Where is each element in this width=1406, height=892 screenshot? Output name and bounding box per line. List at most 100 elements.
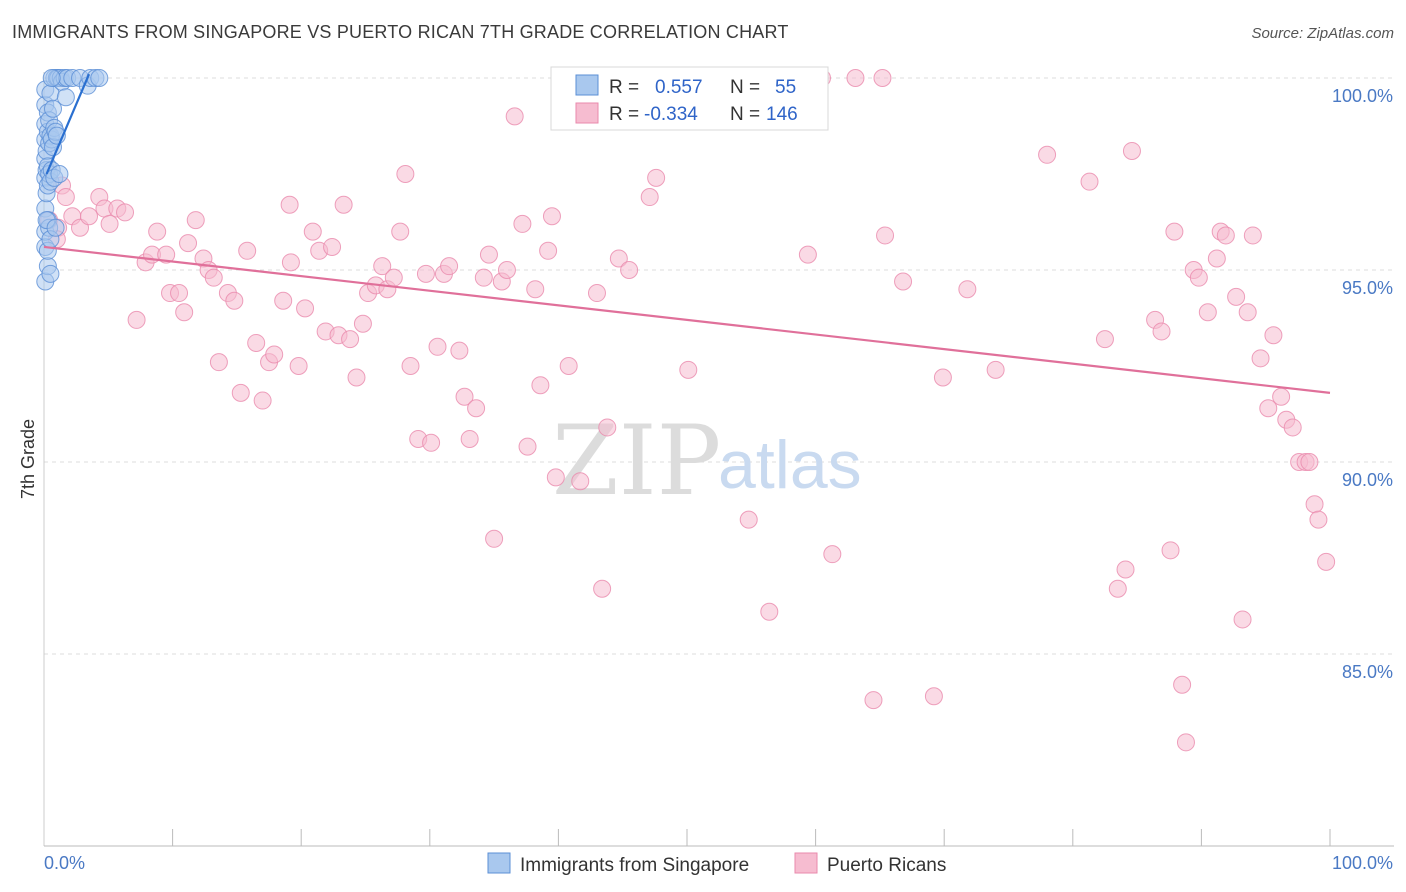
point-puerto-ricans xyxy=(1300,453,1319,471)
point-puerto-ricans xyxy=(986,360,1005,379)
point-puerto-ricans xyxy=(1238,303,1257,322)
legend-stats-box: R = 0.557 N = 55 R = -0.334 N = 146 xyxy=(550,66,829,131)
point-puerto-ricans xyxy=(571,472,590,491)
point-puerto-ricans xyxy=(798,245,817,264)
point-singapore xyxy=(41,264,60,283)
point-puerto-ricans xyxy=(518,437,537,456)
point-puerto-ricans xyxy=(679,360,698,379)
point-puerto-ricans xyxy=(1122,141,1141,160)
point-puerto-ricans xyxy=(1198,303,1217,322)
point-puerto-ricans xyxy=(1176,733,1195,752)
point-puerto-ricans xyxy=(823,545,842,564)
point-puerto-ricans xyxy=(100,214,119,233)
legend-n-label-2: N = xyxy=(730,104,760,125)
chart-title: IMMIGRANTS FROM SINGAPORE VS PUERTO RICA… xyxy=(12,22,789,42)
point-puerto-ricans xyxy=(303,222,322,241)
legend-swatch-puerto-ricans xyxy=(575,102,599,124)
x-tick-label-min: 0.0% xyxy=(44,853,85,873)
point-puerto-ricans xyxy=(760,602,779,621)
trend-line-singapore xyxy=(45,73,91,175)
y-axis-title: 7th Grade xyxy=(18,419,38,499)
point-singapore xyxy=(46,218,65,237)
point-puerto-ricans xyxy=(474,268,493,287)
point-puerto-ricans xyxy=(1152,322,1171,341)
point-puerto-ricans xyxy=(455,387,474,406)
point-puerto-ricans xyxy=(341,330,360,349)
point-singapore xyxy=(56,88,75,107)
legend-r-value-2: -0.334 xyxy=(644,104,698,125)
point-puerto-ricans xyxy=(247,333,266,352)
point-puerto-ricans xyxy=(924,687,943,706)
point-puerto-ricans xyxy=(1259,399,1278,418)
bottom-legend-label-puerto-ricans: Puerto Ricans xyxy=(827,855,946,876)
point-puerto-ricans xyxy=(460,429,479,448)
y-tick-label: 95.0% xyxy=(1342,278,1393,298)
point-puerto-ricans xyxy=(609,249,628,268)
point-puerto-ricans xyxy=(1095,330,1114,349)
point-puerto-ricans xyxy=(1283,418,1302,437)
point-puerto-ricans xyxy=(467,399,486,418)
point-puerto-ricans xyxy=(485,529,504,548)
point-puerto-ricans xyxy=(56,188,75,207)
x-axis-ticks xyxy=(172,829,1331,846)
point-puerto-ricans xyxy=(80,207,99,226)
legend-r-value-1: 0.557 xyxy=(655,77,703,98)
point-puerto-ricans xyxy=(281,253,300,272)
point-puerto-ricans xyxy=(873,69,892,87)
point-puerto-ricans xyxy=(958,280,977,299)
point-puerto-ricans xyxy=(353,314,372,333)
point-puerto-ricans xyxy=(739,510,758,529)
point-puerto-ricans xyxy=(373,257,392,276)
point-puerto-ricans xyxy=(289,357,308,375)
point-puerto-ricans xyxy=(334,195,353,214)
x-tick-label-max: 100.0% xyxy=(1332,853,1393,873)
point-puerto-ricans xyxy=(296,299,315,318)
point-puerto-ricans xyxy=(265,345,284,364)
watermark-zip: ZIP xyxy=(552,405,721,517)
point-puerto-ricans xyxy=(186,211,205,230)
bottom-legend-swatch-puerto-ricans xyxy=(794,852,818,874)
point-puerto-ricans xyxy=(593,579,612,598)
point-puerto-ricans xyxy=(401,357,420,375)
point-puerto-ricans xyxy=(1080,172,1099,191)
point-puerto-ricans xyxy=(209,353,228,372)
point-puerto-ricans xyxy=(416,264,435,283)
chart-source: Source: ZipAtlas.com xyxy=(1251,25,1394,42)
point-puerto-ricans xyxy=(1108,579,1127,598)
trend-lines xyxy=(43,73,1331,394)
point-puerto-ricans xyxy=(531,376,550,395)
point-puerto-ricans xyxy=(542,207,561,226)
legend-swatch-singapore xyxy=(575,74,599,96)
legend-n-value-2: 146 xyxy=(766,104,798,125)
point-puerto-ricans xyxy=(148,222,167,241)
point-puerto-ricans xyxy=(347,368,366,387)
point-puerto-ricans xyxy=(864,691,883,710)
point-puerto-ricans xyxy=(323,237,342,256)
point-puerto-ricans xyxy=(876,226,895,245)
point-puerto-ricans xyxy=(116,203,135,222)
point-puerto-ricans xyxy=(894,272,913,291)
point-singapore xyxy=(44,99,63,118)
point-puerto-ricans xyxy=(127,310,146,329)
point-puerto-ricans xyxy=(479,245,498,264)
point-puerto-ricans xyxy=(274,291,293,310)
point-puerto-ricans xyxy=(1173,675,1192,694)
point-puerto-ricans xyxy=(422,433,441,452)
point-puerto-ricans xyxy=(526,280,545,299)
point-puerto-ricans xyxy=(1243,226,1262,245)
point-puerto-ricans xyxy=(546,468,565,487)
point-puerto-ricans xyxy=(1161,541,1180,560)
point-puerto-ricans xyxy=(225,291,244,310)
point-puerto-ricans xyxy=(505,107,524,126)
point-puerto-ricans xyxy=(253,391,272,410)
point-puerto-ricans xyxy=(179,234,198,253)
y-axis-tick-labels: 85.0% 90.0% 95.0% 100.0% xyxy=(1332,86,1393,682)
point-puerto-ricans xyxy=(1216,226,1235,245)
point-puerto-ricans xyxy=(846,69,865,87)
point-puerto-ricans xyxy=(1227,287,1246,306)
point-puerto-ricans xyxy=(396,165,415,183)
point-puerto-ricans xyxy=(513,214,532,233)
point-singapore xyxy=(50,165,69,183)
y-tick-label: 100.0% xyxy=(1332,86,1393,106)
